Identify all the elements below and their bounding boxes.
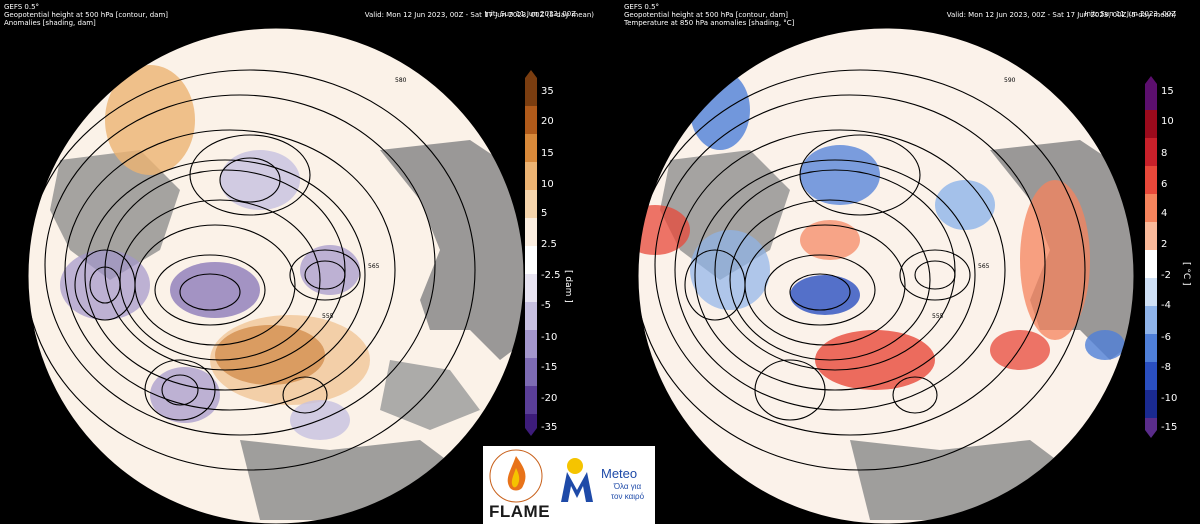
meteo-m-icon (561, 472, 593, 502)
right-model-label: GEFS 0.5° (624, 3, 660, 11)
right-cb-tick-0: 15 (1161, 86, 1174, 97)
right-cb-tick-10: -10 (1161, 393, 1177, 404)
left-map-border (27, 27, 525, 524)
right-cb-tick-11: -15 (1161, 422, 1177, 433)
right-anom-cold-2 (800, 145, 880, 205)
left-cb-tick-7: -5 (541, 300, 551, 311)
left-anom-positive-3 (210, 315, 370, 405)
right-valid-label: Valid: Mon 12 Jun 2023, 00Z - Sat 17 Jun… (946, 11, 1176, 19)
left-anom-negative-2 (170, 262, 260, 318)
right-cb-tick-8: -6 (1161, 332, 1171, 343)
right-contour-label-2: 565 (978, 263, 990, 270)
left-colorbar-top-arrow (525, 70, 537, 78)
right-anom-warm-2 (638, 205, 690, 255)
left-cb-tick-3: 10 (541, 179, 554, 190)
left-cb-tick-2: 15 (541, 148, 554, 159)
left-anom-negative-3 (300, 245, 360, 295)
right-map-panel: GEFS 0.5° Geopotential height at 500 hPa… (600, 0, 1200, 524)
left-cb-tick-5: 2.5 (541, 239, 557, 250)
left-map-graphic: 580 555 565 590 35 20 15 10 (27, 27, 573, 524)
right-contour-label-4: 580 (1120, 471, 1132, 478)
right-anom-cold-3 (790, 275, 860, 315)
left-valid-label: Valid: Mon 12 Jun 2023, 00Z - Sat 17 Jun… (364, 11, 594, 19)
left-land-africa (240, 440, 460, 520)
right-land-africa (850, 440, 1070, 520)
left-cb-tick-0: 35 (541, 86, 554, 97)
left-cb-tick-11: -35 (541, 422, 557, 433)
left-map-header: GEFS 0.5° Geopotential height at 500 hPa… (4, 3, 168, 27)
right-map-graphic: 590 565 555 580 15 10 8 6 4 (637, 27, 1191, 524)
right-cb-tick-5: 2 (1161, 239, 1167, 250)
left-shading-label: Anomalies [shading, dam] (4, 19, 96, 27)
left-contour-label: Geopotential height at 500 hPa [contour,… (4, 11, 168, 19)
left-anom-negative-5 (150, 367, 220, 423)
right-cb-tick-1: 10 (1161, 116, 1174, 127)
right-cb-tick-6: -2 (1161, 270, 1171, 281)
left-cb-tick-1: 20 (541, 116, 554, 127)
right-map-header: GEFS 0.5° Geopotential height at 500 hPa… (624, 3, 794, 27)
left-contours (28, 69, 476, 471)
left-cb-tick-6: -2.5 (541, 270, 561, 281)
left-model-label: GEFS 0.5° (4, 3, 40, 11)
left-colorbar: 35 20 15 10 5 2.5 -2.5 -5 -10 -15 -20 -3… (525, 70, 573, 436)
right-cb-unit-label: [ °C ] (1181, 262, 1191, 286)
sun-icon (567, 458, 583, 474)
right-colorbar-top-arrow (1145, 76, 1157, 84)
right-anom-cold-4 (935, 180, 995, 230)
left-cb-unit-label: [ dam ] (563, 270, 573, 303)
right-cb-tick-2: 8 (1161, 148, 1167, 159)
left-anom-negative-1 (60, 250, 150, 320)
left-cb-tick-10: -20 (541, 393, 557, 404)
flame-ring-icon (489, 449, 543, 503)
left-cb-tick-4: 5 (541, 208, 547, 219)
left-anom-negative-4 (220, 150, 300, 210)
right-init-label: Init: Sun 11 Jun 2023, 00Z (1084, 10, 1176, 18)
right-anom-cold-5 (690, 230, 770, 310)
right-colorbar-bottom-arrow (1145, 430, 1157, 438)
right-cb-tick-4: 4 (1161, 208, 1167, 219)
right-anom-cold-6 (1085, 330, 1125, 360)
meteo-logo-text: Meteo (601, 466, 638, 481)
meteo-sub-line-2: τον καιρό (611, 492, 645, 501)
right-contour-label-1: 590 (1004, 77, 1016, 84)
meteo-logo-subtitle: Όλα για τον καιρό (611, 482, 644, 502)
left-map-panel: GEFS 0.5° Geopotential height at 500 hPa… (4, 3, 594, 524)
flame-inner-icon (511, 468, 520, 488)
right-anom-warm-4 (990, 330, 1050, 370)
left-contour-label-2: 555 (322, 313, 334, 320)
right-contour-label-3: 555 (932, 313, 944, 320)
left-cb-tick-9: -15 (541, 362, 557, 373)
right-shading-label: Temperature at 850 hPa anomalies [shadin… (624, 19, 795, 27)
meteo-sub-line-1: Όλα για (613, 482, 642, 491)
left-land-north-america (50, 150, 180, 280)
right-contour-label: Geopotential height at 500 hPa [contour,… (624, 11, 788, 19)
right-cb-tick-7: -4 (1161, 300, 1171, 311)
left-init-label: Init: Sun 11 Jun 2023, 00Z (484, 10, 576, 18)
left-contour-label-1: 580 (395, 77, 407, 84)
flame-logo-text: FLAME (489, 502, 551, 521)
right-cb-tick-3: 6 (1161, 179, 1167, 190)
right-map-border (637, 27, 1135, 524)
right-anom-warm-5 (800, 220, 860, 260)
right-cb-tick-9: -8 (1161, 362, 1171, 373)
logo-graphics (489, 449, 593, 503)
left-contour-label-3: 565 (368, 263, 380, 270)
left-anom-positive-1 (105, 65, 195, 175)
logo-box: FLAME Meteo Όλα για τον καιρό (483, 446, 655, 524)
left-cb-tick-8: -10 (541, 332, 557, 343)
left-land-middle-east (380, 360, 480, 430)
left-colorbar-bottom-arrow (525, 428, 537, 436)
right-colorbar: 15 10 8 6 4 2 -2 -4 -6 -8 -10 -15 [ °C ] (1145, 76, 1191, 438)
right-contours (638, 69, 1086, 471)
